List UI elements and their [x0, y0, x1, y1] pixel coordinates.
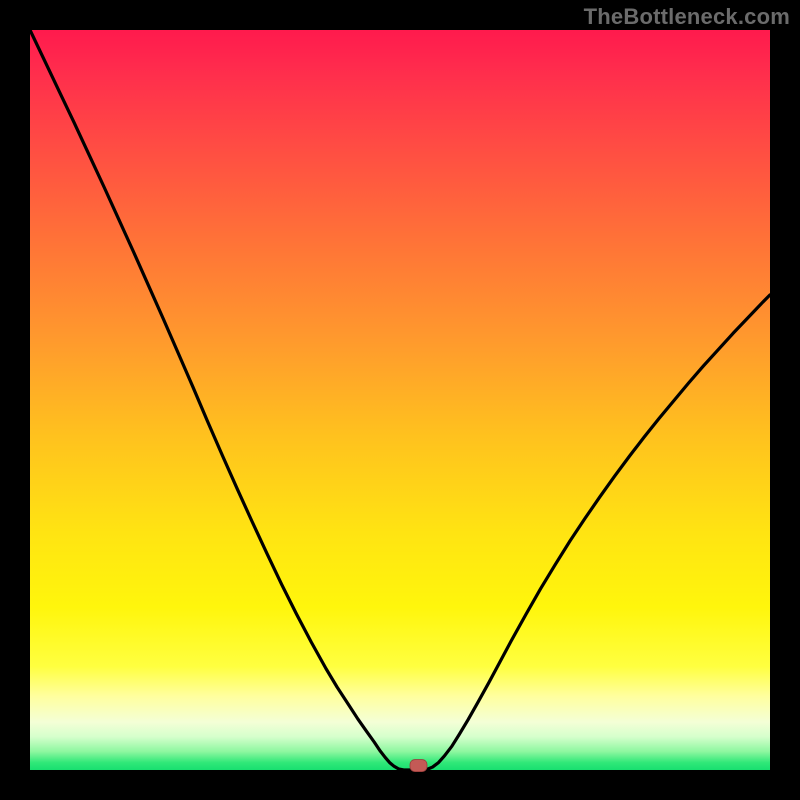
chart-container: TheBottleneck.com [0, 0, 800, 800]
plot-background-gradient [30, 30, 770, 770]
bottleneck-marker [410, 760, 427, 772]
watermark-text: TheBottleneck.com [584, 4, 790, 30]
bottleneck-chart [0, 0, 800, 800]
